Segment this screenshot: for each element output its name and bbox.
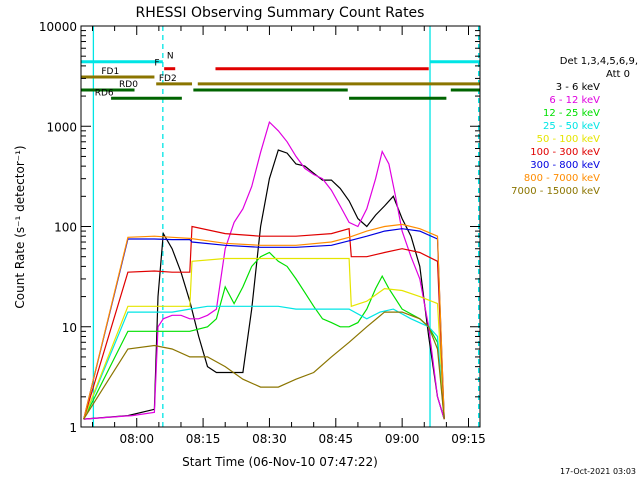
legend-entry-5: 100 - 300 keV <box>530 147 600 158</box>
series-line-1 <box>83 120 445 420</box>
y-tick-label: 10000 <box>39 20 77 34</box>
legend-entry-6: 300 - 800 keV <box>530 160 600 171</box>
timestamp: 17-Oct-2021 03:03 <box>560 467 636 476</box>
legend-entry-4: 50 - 100 keV <box>537 134 601 145</box>
series-line-0 <box>83 149 445 420</box>
plot-area <box>92 26 480 427</box>
x-tick-label: 08:00 <box>119 432 154 446</box>
axes: 1 10 100 1000 10000 08:00 08:15 08:30 08:45 09:00… <box>39 20 486 446</box>
legend-entry-0: 3 - 6 keV <box>556 82 600 93</box>
flag-label-fd2: FD2 <box>159 74 177 84</box>
x-tick-label: 08:15 <box>186 432 221 446</box>
x-tick-label: 08:45 <box>318 432 353 446</box>
legend-header-line-2: Att 0 <box>606 69 630 80</box>
chart-title: RHESSI Observing Summary Count Rates <box>136 5 425 21</box>
legend-entry-1: 6 - 12 keV <box>549 95 600 106</box>
series-line-3 <box>83 305 445 420</box>
series-line-5 <box>83 225 445 420</box>
x-tick-label: 08:30 <box>252 432 287 446</box>
series-line-7 <box>83 223 445 420</box>
y-axis-label: Count Rate (s⁻¹ detector⁻¹) <box>13 145 27 308</box>
y-tick-label: 1 <box>69 421 77 435</box>
y-tick-label: 10 <box>62 321 77 335</box>
count-rate-series <box>83 120 445 420</box>
observing-flag-bars: NF FD1 FD2 RD0 RD6 <box>81 52 480 100</box>
flag-label-f: F <box>154 59 159 69</box>
legend-entry-8: 7000 - 15000 keV <box>511 186 600 197</box>
legend-entry-2: 12 - 25 keV <box>543 108 600 119</box>
series-line-2 <box>83 251 445 420</box>
legend: Det 1,3,4,5,6,9, Att 0 3 - 6 keV 6 - 12 k… <box>511 56 638 197</box>
plot-frame <box>80 25 481 428</box>
series-line-6 <box>83 228 445 420</box>
flag-label-fd1: FD1 <box>101 67 119 77</box>
y-tick-label: 100 <box>54 221 77 235</box>
y-tick-label: 1000 <box>46 120 77 134</box>
x-tick-label: 09:00 <box>385 432 420 446</box>
x-axis-label: Start Time (06-Nov-10 07:47:22) <box>182 455 378 469</box>
series-line-4 <box>83 257 445 420</box>
legend-header-line-1: Det 1,3,4,5,6,9, <box>560 56 638 67</box>
legend-entry-3: 25 - 50 keV <box>543 121 600 132</box>
series-line-8 <box>83 311 445 420</box>
x-tick-label: 09:15 <box>451 432 486 446</box>
flag-label-rd0: RD0 <box>119 80 138 90</box>
legend-entry-7: 800 - 7000 keV <box>524 173 600 184</box>
flag-label-n: N <box>167 52 174 62</box>
flag-label-rd6: RD6 <box>95 88 114 98</box>
